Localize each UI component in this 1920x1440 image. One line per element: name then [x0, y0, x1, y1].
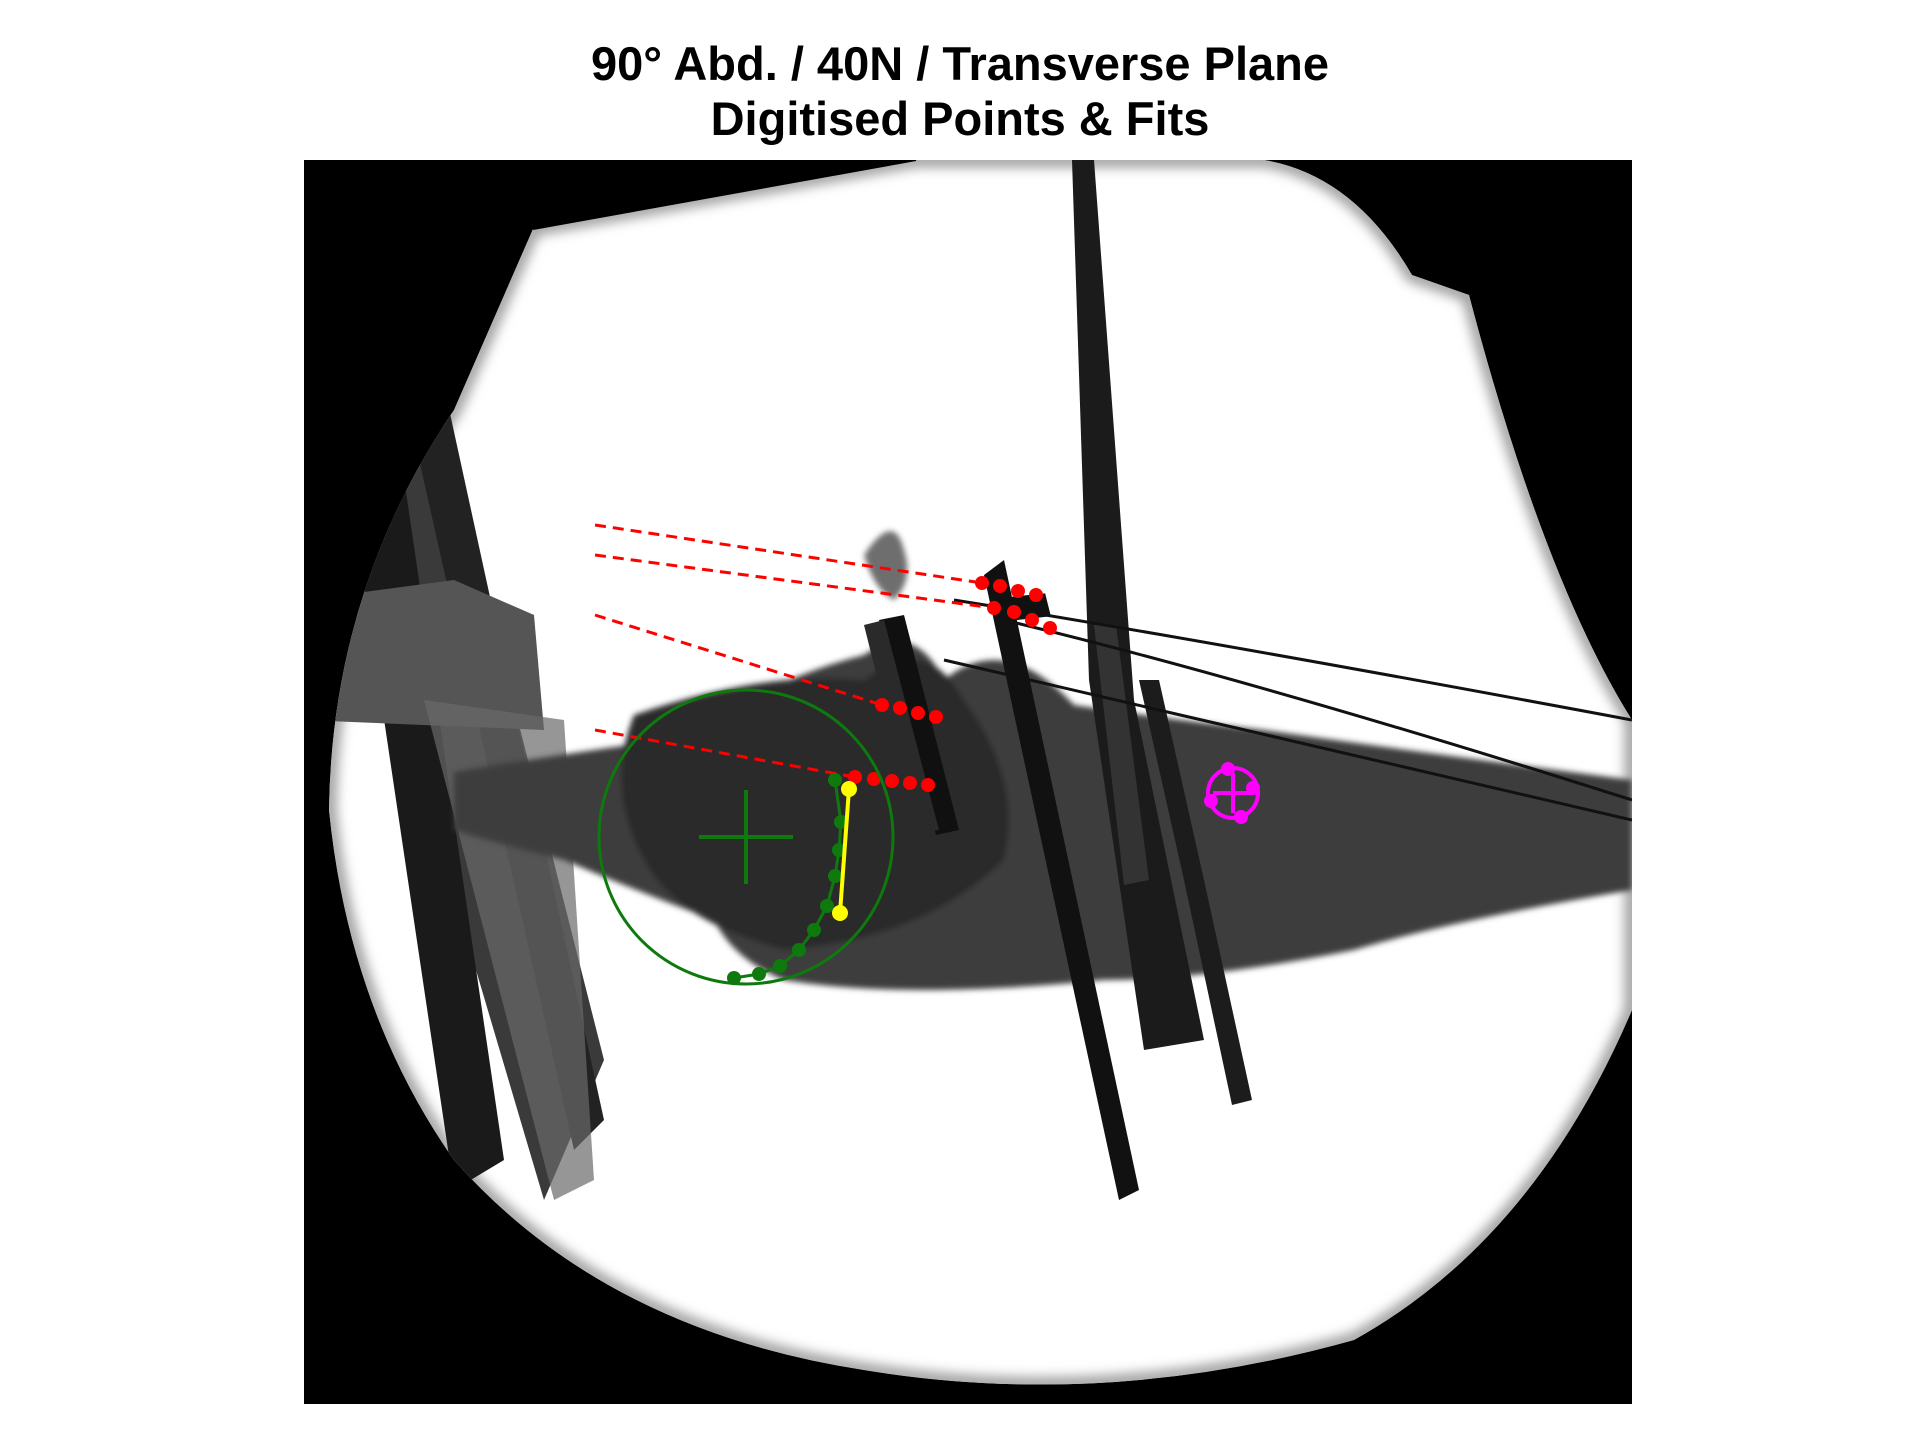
head-point	[807, 923, 821, 937]
crosshair-icon	[1213, 773, 1253, 813]
muscle-point	[867, 772, 881, 786]
circle-fit	[597, 688, 895, 986]
muscle-line-fit	[594, 613, 883, 707]
head-point	[828, 773, 842, 787]
glenoid-point	[832, 905, 848, 921]
muscle-point	[1043, 621, 1057, 635]
muscle-point	[1025, 613, 1039, 627]
muscle-point	[987, 601, 1001, 615]
muscle-point	[893, 701, 907, 715]
glenoid-axis	[832, 781, 857, 921]
muscle-point	[848, 770, 862, 784]
muscle-line-fit	[594, 523, 983, 585]
xray-image-panel	[304, 160, 1632, 1404]
fixation-rods	[864, 160, 1252, 1200]
muscle-point	[993, 579, 1007, 593]
xray-svg	[304, 160, 1632, 1404]
marker-point	[1204, 794, 1218, 808]
head-point	[773, 959, 787, 973]
glenoid-point	[841, 781, 857, 797]
muscle-point	[975, 576, 989, 590]
muscle-point	[875, 698, 889, 712]
muscle-point	[885, 774, 899, 788]
marker-point	[1221, 762, 1235, 776]
muscle-point	[1029, 588, 1043, 602]
muscle-point	[1007, 605, 1021, 619]
muscle-point	[903, 776, 917, 790]
marker-point	[1246, 781, 1260, 795]
title-line-2: Digitised Points & Fits	[710, 92, 1210, 145]
muscle-point	[911, 706, 925, 720]
xray-field-of-view	[329, 160, 1632, 1385]
head-contour	[733, 779, 843, 980]
head-point	[828, 869, 842, 883]
figure-title: 90° Abd. / 40N / Transverse Plane Digiti…	[0, 36, 1920, 146]
muscle-points	[848, 576, 1057, 792]
title-line-1: 90° Abd. / 40N / Transverse Plane	[590, 37, 1330, 90]
crosshair-icon	[699, 790, 793, 884]
head-point	[727, 971, 741, 985]
detector-edge	[532, 160, 917, 230]
head-point	[820, 899, 834, 913]
marker-point	[1234, 810, 1248, 824]
head-point	[752, 967, 766, 981]
head-point	[792, 943, 806, 957]
muscle-point	[1011, 584, 1025, 598]
muscle-point	[929, 710, 943, 724]
tendon-wires	[943, 593, 1632, 822]
humeral-head-fit	[597, 688, 895, 986]
muscle-line-fit	[594, 553, 995, 610]
reference-marker	[1204, 762, 1260, 824]
muscle-point	[921, 778, 935, 792]
